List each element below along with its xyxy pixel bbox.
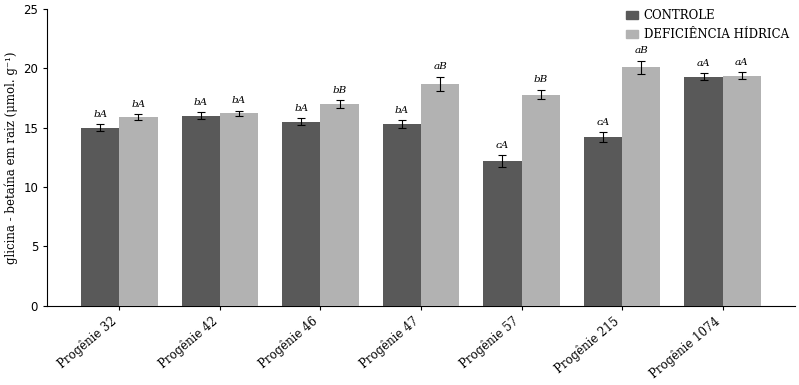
Text: bA: bA: [131, 100, 145, 109]
Bar: [584, 137, 622, 306]
Bar: [685, 77, 722, 306]
Text: cA: cA: [496, 141, 509, 150]
Text: cA: cA: [596, 118, 610, 127]
Text: bB: bB: [534, 75, 548, 84]
Bar: [421, 84, 459, 306]
Text: bA: bA: [294, 104, 308, 113]
Bar: [622, 67, 660, 306]
Bar: [181, 116, 220, 306]
Text: bA: bA: [395, 105, 409, 115]
Text: bA: bA: [232, 96, 246, 105]
Bar: [282, 122, 320, 306]
Text: aA: aA: [735, 58, 749, 67]
Bar: [522, 95, 560, 306]
Bar: [483, 161, 522, 306]
Bar: [320, 104, 359, 306]
Bar: [119, 117, 157, 306]
Text: bA: bA: [193, 98, 208, 107]
Bar: [383, 124, 421, 306]
Legend: CONTROLE, DEFICIÊNCIA HÍDRICA: CONTROLE, DEFICIÊNCIA HÍDRICA: [626, 9, 789, 41]
Bar: [722, 75, 761, 306]
Text: aB: aB: [433, 62, 447, 71]
Bar: [81, 128, 119, 306]
Text: bB: bB: [332, 85, 347, 95]
Y-axis label: glicina - betaína em raiz (μmol. g⁻¹): glicina - betaína em raiz (μmol. g⁻¹): [4, 51, 18, 264]
Text: bA: bA: [93, 110, 107, 119]
Text: aB: aB: [634, 47, 648, 55]
Bar: [220, 114, 258, 306]
Text: aA: aA: [697, 59, 710, 68]
